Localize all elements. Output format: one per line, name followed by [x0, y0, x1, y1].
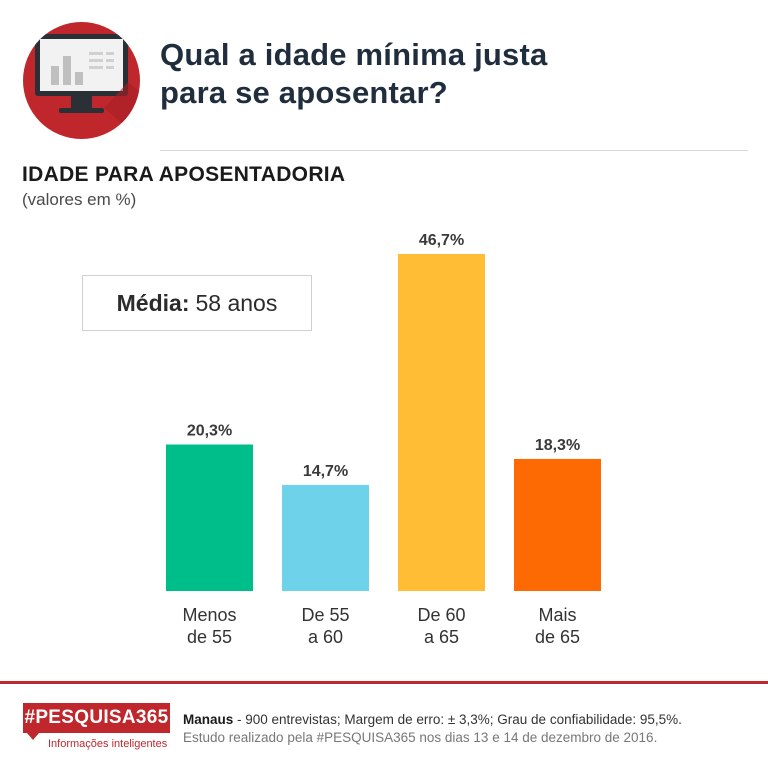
bar-value-label-2: 14,7% — [303, 463, 348, 480]
average-label: Média: — [116, 289, 190, 316]
bar-2 — [282, 484, 369, 591]
category-label-3-line-1: De 60 — [417, 605, 465, 625]
brand-logo: #PESQUISA365 — [23, 703, 170, 733]
footer-city: Manaus — [183, 712, 234, 727]
category-label-1-line-1: Menos — [182, 605, 236, 625]
footer-survey-details: Manaus - 900 entrevistas; Margem de erro… — [183, 712, 682, 727]
bar-value-label-4: 18,3% — [535, 437, 580, 454]
category-label-1-line-2: de 55 — [187, 627, 232, 647]
bar-1 — [166, 444, 253, 591]
average-value: 58 anos — [195, 289, 278, 316]
page-title-line-2: para se aposentar? — [160, 75, 448, 110]
bar-value-label-1: 20,3% — [187, 423, 232, 440]
category-label-4-line-1: Mais — [538, 605, 576, 625]
footer-details: - 900 entrevistas; Margem de erro: ± 3,3… — [233, 712, 682, 727]
page-title-line-1: Qual a idade mínima justa — [160, 37, 548, 72]
footer-study-note: Estudo realizado pela #PESQUISA365 nos d… — [183, 730, 658, 745]
category-label-3-line-2: a 65 — [424, 627, 459, 647]
header-divider — [160, 150, 748, 151]
footer-divider — [0, 681, 768, 684]
brand-logo-tail — [27, 733, 39, 740]
bar-3 — [398, 254, 485, 591]
bar-4 — [514, 458, 601, 591]
average-box: Média: 58 anos — [82, 275, 312, 331]
page-title: Qual a idade mínima justa para se aposen… — [160, 36, 720, 112]
category-label-4-line-2: de 65 — [535, 627, 580, 647]
brand-tagline: Informações inteligentes — [48, 738, 168, 750]
monitor-chart-icon — [23, 22, 140, 139]
chart-subtitle: (valores em %) — [22, 190, 137, 209]
category-label-2-line-2: a 60 — [308, 627, 343, 647]
category-label-2-line-1: De 55 — [301, 605, 349, 625]
bar-value-label-3: 46,7% — [419, 232, 464, 249]
chart-title: IDADE PARA APOSENTADORIA — [22, 163, 346, 186]
